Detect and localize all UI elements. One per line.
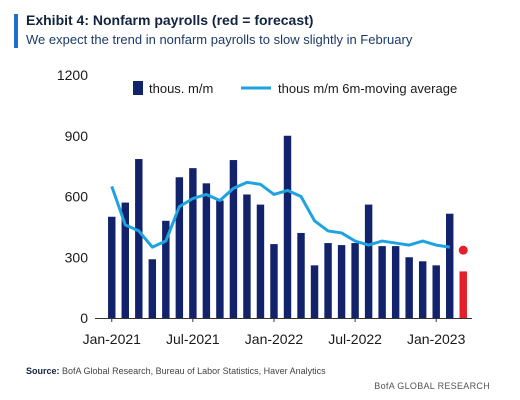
y-tick-label: 300 <box>65 249 89 265</box>
bar <box>378 246 386 318</box>
bar <box>351 243 359 318</box>
x-tick-label: Jul-2022 <box>328 331 382 347</box>
bar <box>297 232 305 318</box>
forecast-marks <box>458 245 468 318</box>
bar <box>337 245 346 318</box>
source-label: Source: <box>26 366 60 376</box>
bar <box>310 265 319 318</box>
title-accent-bar <box>14 14 18 48</box>
x-axis: Jan-2021 Jul-2021 Jan-2022 Jul-2022 Jan-2023 <box>83 318 466 347</box>
bar <box>391 246 400 318</box>
bar <box>148 259 157 318</box>
source-text: BofA Global Research, Bureau of Labor St… <box>62 366 326 376</box>
bar <box>216 200 224 318</box>
y-tick-label: 0 <box>80 310 88 326</box>
bar-series <box>108 135 454 318</box>
y-tick-label: 900 <box>65 128 89 144</box>
x-tick-label: Jan-2023 <box>407 331 466 347</box>
bar <box>270 244 278 318</box>
bar <box>418 261 427 318</box>
x-tick-label: Jan-2022 <box>245 331 304 347</box>
bar <box>405 257 413 318</box>
brand-footer: BofA GLOBAL RESEARCH <box>374 381 490 391</box>
bar <box>108 216 116 318</box>
bar <box>175 177 184 318</box>
moving-average-series <box>110 180 450 249</box>
y-tick-label: 600 <box>65 189 89 205</box>
legend-bar-label: thous. m/m <box>149 81 213 96</box>
bar <box>121 202 129 318</box>
legend-bar-swatch <box>133 81 143 95</box>
x-tick-label: Jan-2021 <box>83 331 142 347</box>
bar <box>162 220 170 318</box>
moving-average-line <box>110 180 450 249</box>
bar <box>446 213 454 318</box>
source-note: Source: BofA Global Research, Bureau of … <box>26 366 326 376</box>
legend: thous. m/m thous m/m 6m-moving average <box>133 81 457 96</box>
y-tick-label: 1200 <box>57 67 88 83</box>
bar <box>189 168 197 318</box>
forecast-bar <box>459 271 467 318</box>
bar <box>364 204 373 318</box>
forecast-average-point <box>458 245 468 255</box>
bar <box>283 135 292 318</box>
bar <box>135 159 143 318</box>
chart-title: Exhibit 4: Nonfarm payrolls (red = forec… <box>26 12 314 28</box>
chart-subtitle: We expect the trend in nonfarm payrolls … <box>26 32 413 47</box>
bar <box>256 204 265 318</box>
legend-line-label: thous m/m 6m-moving average <box>278 81 457 96</box>
bar <box>229 160 238 318</box>
bar <box>243 194 251 318</box>
bar <box>324 243 332 318</box>
x-tick-label: Jul-2021 <box>166 331 220 347</box>
bar <box>202 183 211 318</box>
bar <box>432 265 440 318</box>
y-axis: 0 300 600 900 1200 <box>57 67 88 326</box>
